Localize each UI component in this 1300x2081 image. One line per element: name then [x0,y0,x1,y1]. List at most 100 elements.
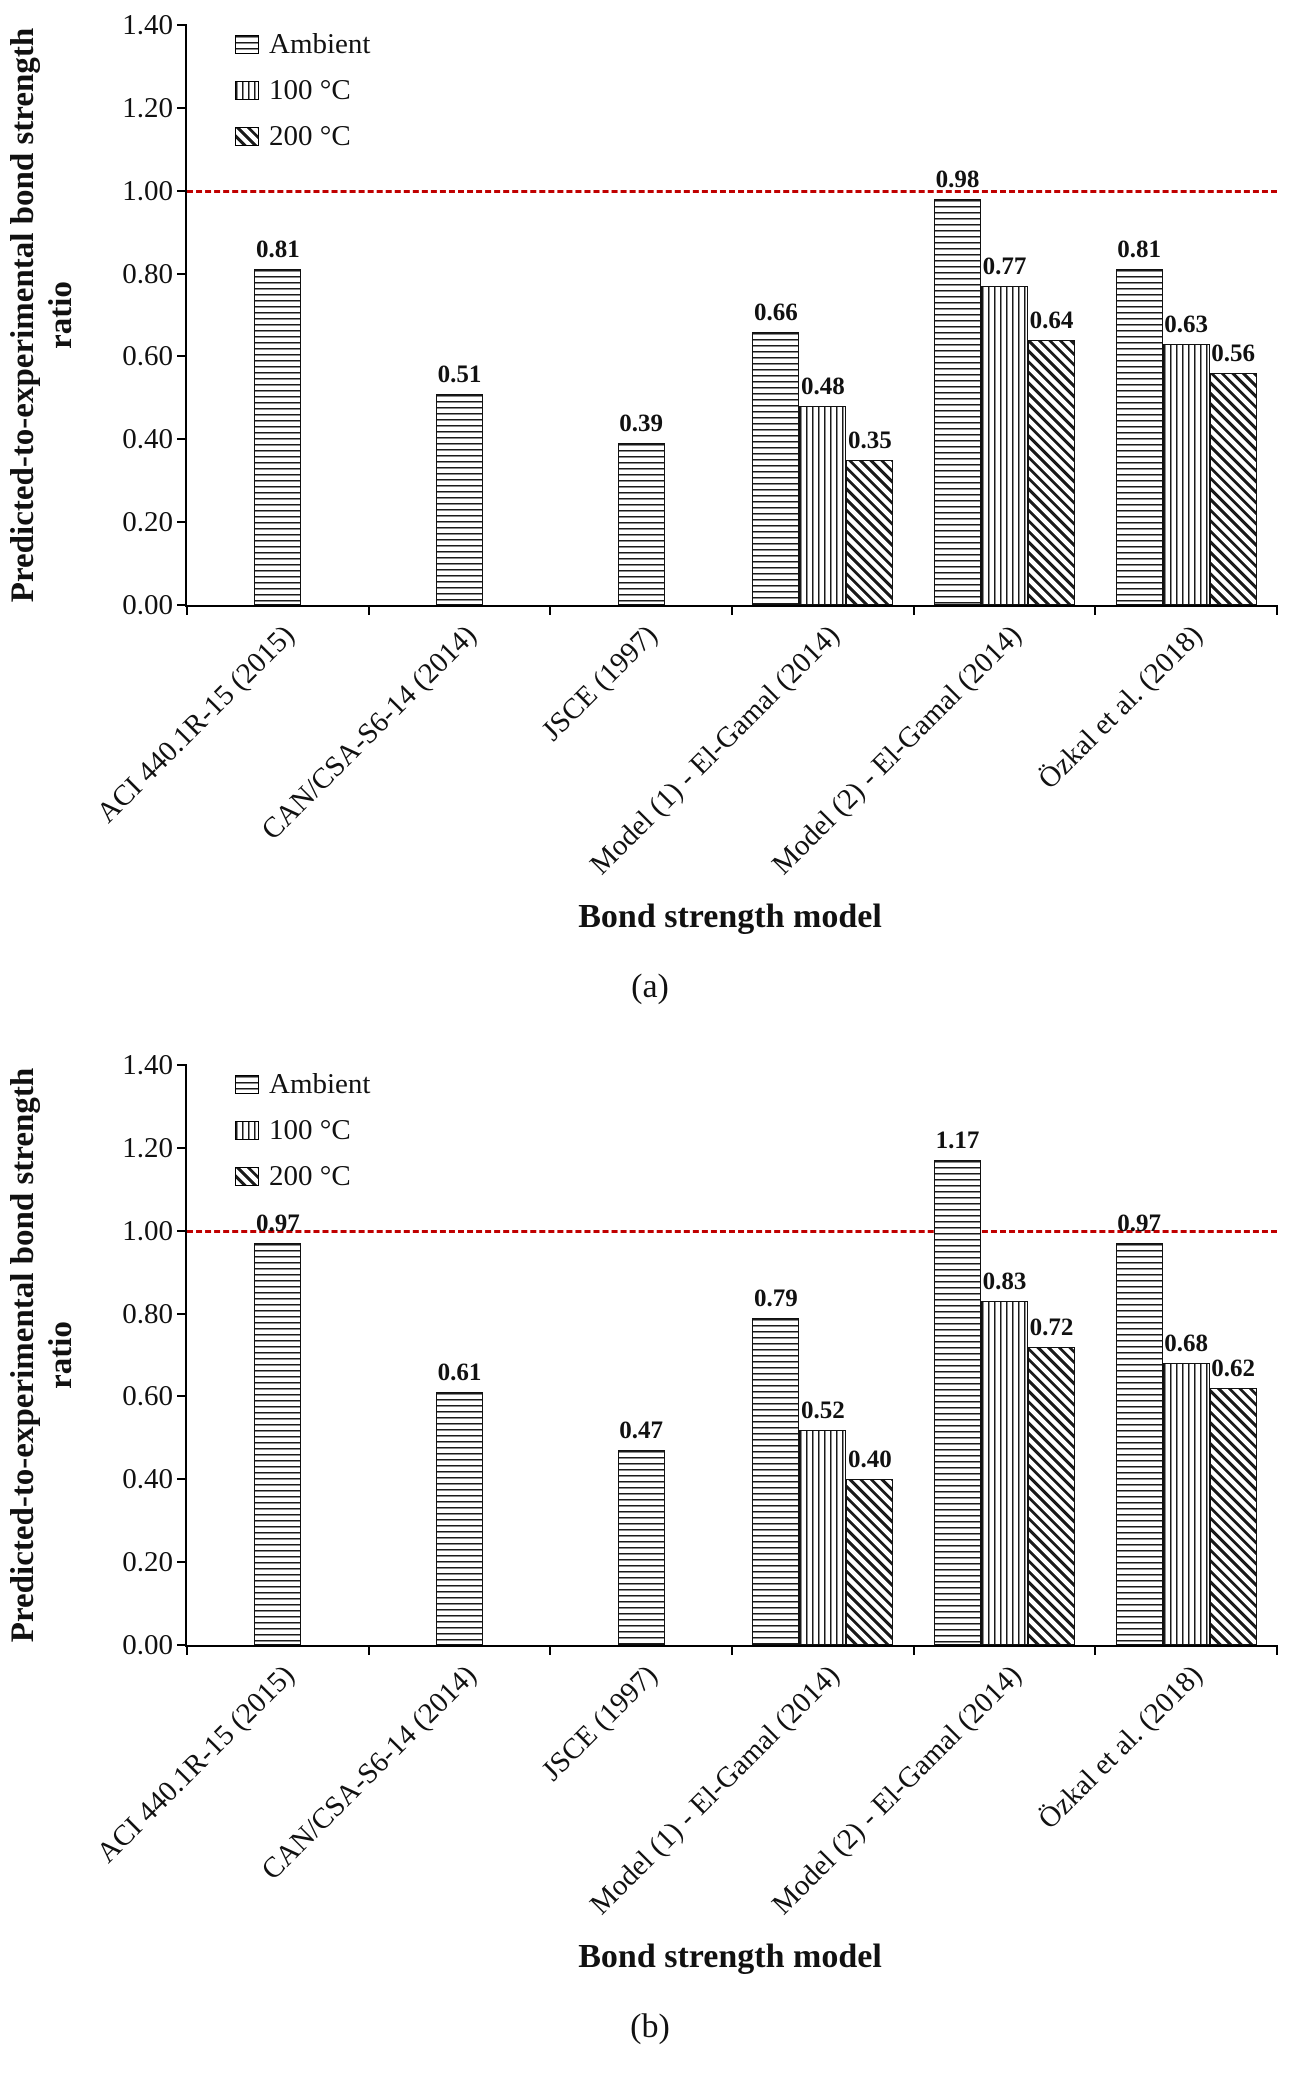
bar-value-label: 0.63 [1164,311,1209,338]
bar-value-label: 0.62 [1211,1355,1256,1383]
bar-horizontal [1115,269,1163,605]
y-tick-mark [177,24,187,26]
y-tick-label: 0.40 [122,423,173,456]
x-tick-mark [1276,605,1278,615]
legend-label: Ambient [269,1068,371,1100]
bar-diagonal [1209,373,1257,605]
bar-diagonal [846,460,894,605]
legend-label: 200 °C [269,1160,351,1192]
bar-horizontal [617,443,665,605]
reference-line [187,1229,1277,1233]
legend-label: Ambient [269,28,371,60]
legend: Ambient 100 °C 200 °C [235,1067,371,1205]
y-tick-label: 0.80 [122,1297,173,1330]
x-category-label: Model (1) - El-Gamal (2014) [583,619,846,881]
bar-value-label: 0.97 [1117,1210,1162,1238]
y-tick-label: 1.00 [122,1214,173,1247]
bar-value-label: 0.48 [800,373,845,401]
bar-horizontal [934,199,981,605]
panel-label: (a) [631,968,669,1005]
reference-line [187,189,1277,193]
bar-vertical [981,286,1028,605]
x-category-label: Model (2) - El-Gamal (2014) [765,619,1028,881]
x-category-label: Özkal et al. (2018) [1032,619,1209,796]
bar-value-label: 0.40 [847,1446,892,1474]
legend-item: 200 °C [235,119,371,153]
legend-swatch-diagonal-lines [235,126,259,146]
x-axis-title: Bond strength model [578,898,882,935]
bar-horizontal [752,1317,800,1645]
plot-area: Ambient 100 °C 200 °C 0.00 0.20 0.40 0.60 0.80… [90,9,1278,881]
bar-value-label: 0.64 [1029,306,1074,334]
legend-item: 100 °C [235,1113,371,1147]
y-tick-mark [177,189,187,192]
y-axis-title: Predicted-to-experimental bond strength … [5,1067,79,1643]
y-tick-mark [177,1395,187,1398]
bar-value-label: 0.68 [1164,1330,1209,1358]
x-category-label: JSCE (1997) [535,1659,664,1788]
x-category-label: Model (2) - El-Gamal (2014) [765,1659,1028,1921]
bar-vertical [981,1301,1028,1645]
x-category-label: JSCE (1997) [535,619,664,748]
bar-value-label: 0.47 [619,1417,664,1445]
legend-label: 100 °C [269,1114,351,1146]
x-tick-mark [367,1645,370,1655]
y-tick-mark [177,272,187,275]
legend-swatch-diagonal-lines [235,1166,259,1186]
y-tick-label: 1.40 [122,1049,173,1081]
x-tick-mark [549,605,552,615]
y-tick-mark [177,1561,187,1564]
legend-item: 100 °C [235,73,371,107]
y-tick-label: 0.00 [122,1629,173,1661]
y-tick-mark [177,1478,187,1481]
legend-swatch-vertical-lines [235,80,259,100]
y-tick-mark [177,1644,187,1646]
bar-value-label: 1.17 [935,1127,980,1155]
bar-vertical [1162,344,1210,605]
x-tick-mark [186,1645,188,1655]
x-category-label: ACI 440.1R-15 (2015) [90,619,301,830]
x-category-label: CAN/CSA-S6-14 (2014) [254,1659,483,1887]
x-tick-mark [731,1645,733,1655]
y-tick-label: 1.20 [122,1131,173,1164]
y-tick-label: 0.80 [122,257,173,290]
bar-horizontal [617,1450,665,1645]
bar-value-label: 0.66 [753,298,798,326]
y-tick-label: 1.40 [122,9,173,41]
legend-swatch-vertical-lines [235,1120,259,1140]
bar-value-label: 0.81 [255,236,300,264]
x-tick-mark [549,1645,552,1655]
chart-panel-a: Predicted-to-experimental bond strength … [0,0,1300,1040]
plot-area: Ambient 100 °C 200 °C 0.00 0.20 0.40 0.60 0.80… [90,1049,1278,1921]
chart-panel-b: Predicted-to-experimental bond strength … [0,1040,1300,2080]
y-axis-title: Predicted-to-experimental bond strength … [5,27,79,603]
legend-swatch-horizontal-lines [235,34,259,54]
bar-value-label: 0.79 [753,1284,798,1312]
x-category-label: ACI 440.1R-15 (2015) [90,1659,301,1870]
bar-horizontal [254,269,302,605]
bar-horizontal [436,393,483,605]
bar-horizontal [1115,1243,1163,1645]
bar-vertical [799,1429,847,1645]
bar-value-label: 0.61 [437,1359,482,1387]
legend-item: Ambient [235,27,371,61]
x-tick-mark [1094,605,1097,615]
bar-value-label: 0.52 [800,1396,845,1424]
y-tick-mark [177,355,187,358]
x-category-label: Model (1) - El-Gamal (2014) [583,1659,846,1921]
y-tick-label: 0.40 [122,1463,173,1496]
legend-label: 100 °C [269,74,351,106]
bar-horizontal [934,1160,981,1645]
y-tick-mark [177,521,187,524]
bar-horizontal [752,331,800,605]
bar-vertical [799,406,847,605]
bar-value-label: 0.51 [437,360,482,388]
x-tick-mark [186,605,188,615]
x-tick-mark [1094,1645,1097,1655]
legend: Ambient 100 °C 200 °C [235,27,371,165]
y-tick-label: 0.60 [122,340,173,373]
x-tick-mark [367,605,370,615]
bar-value-label: 0.72 [1029,1313,1074,1341]
legend-swatch-horizontal-lines [235,1074,259,1094]
bar-diagonal [1028,1346,1075,1645]
